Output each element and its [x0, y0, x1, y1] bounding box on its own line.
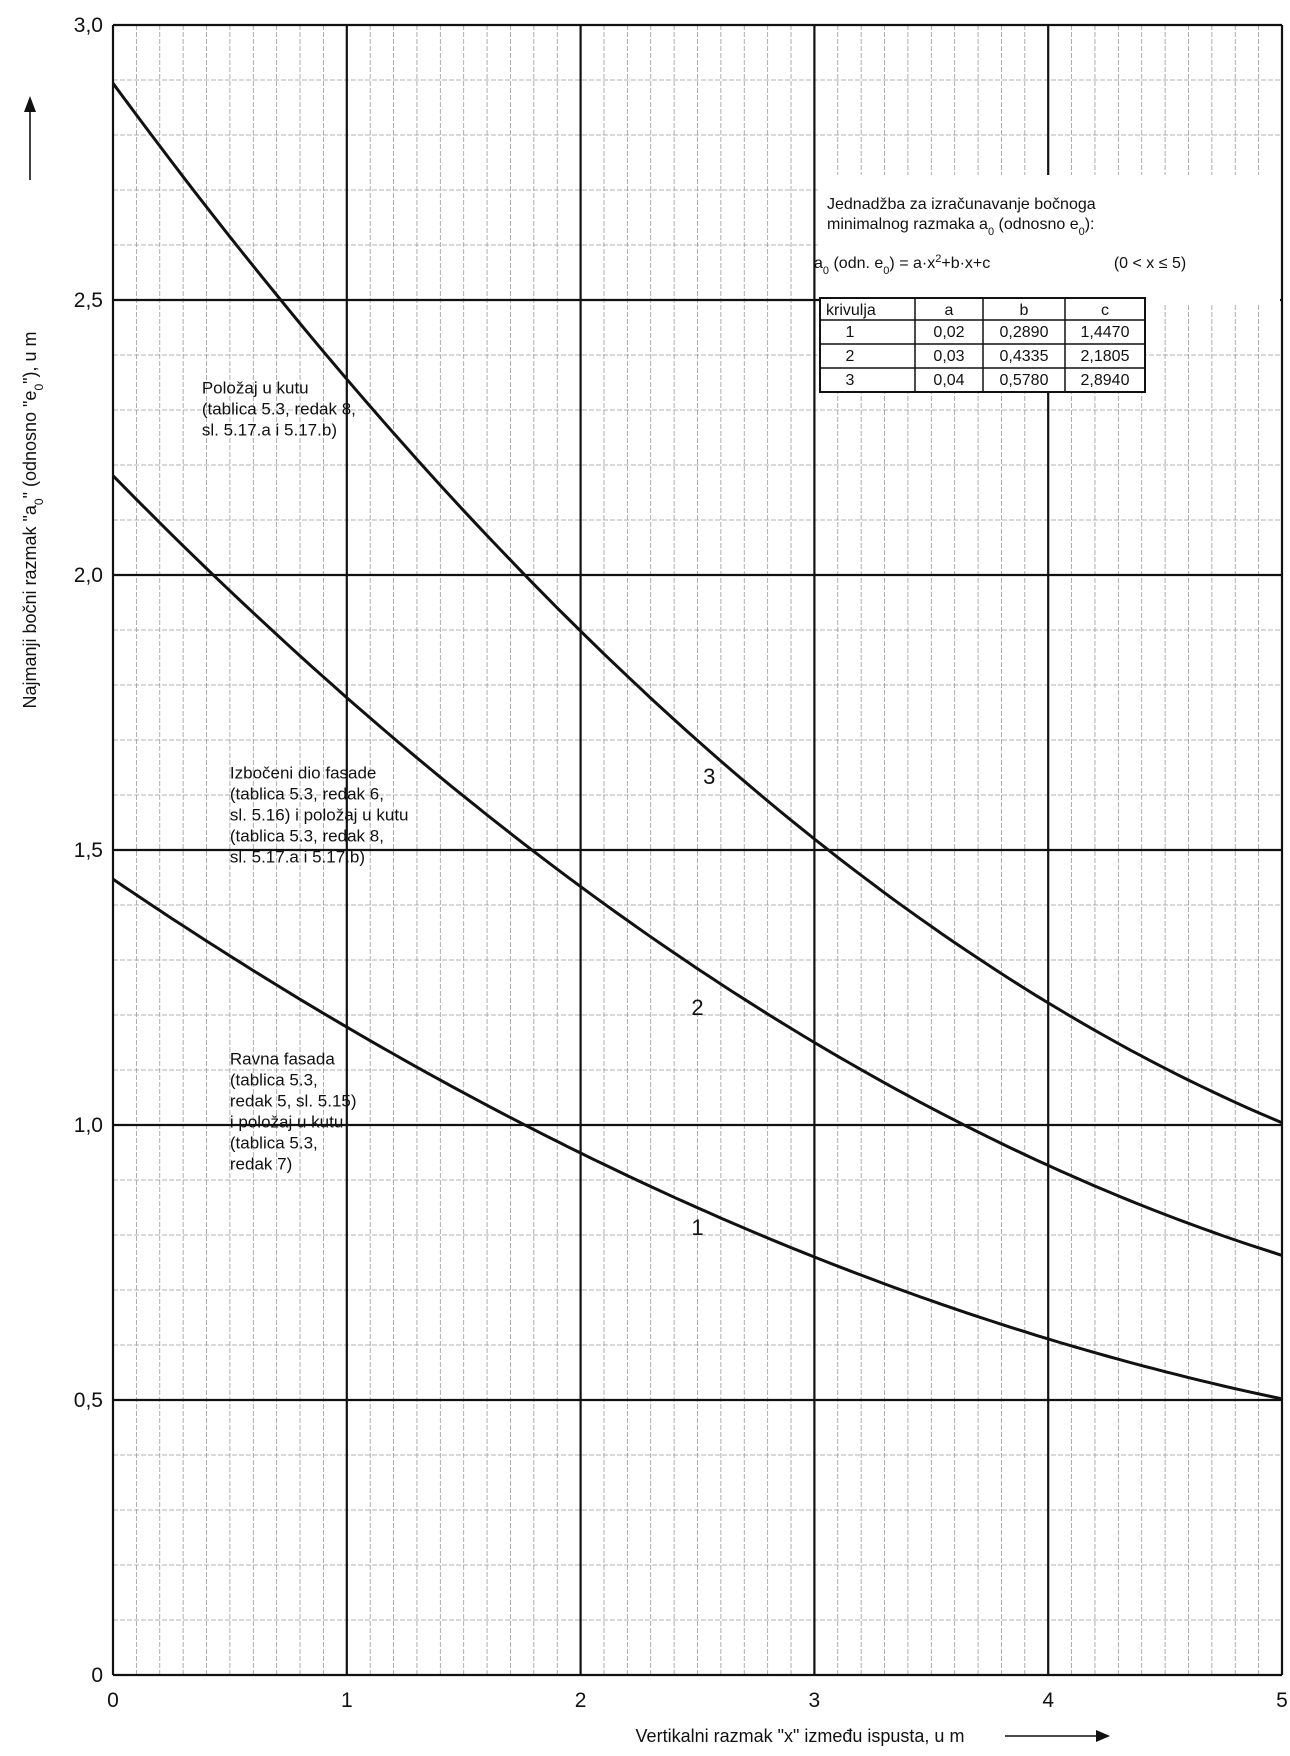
equation-range: (0 < x ≤ 5): [1114, 255, 1186, 272]
table-cell: 0,02: [933, 324, 964, 341]
table-header-cell: a: [945, 302, 954, 319]
table-cell: 2,8940: [1081, 372, 1130, 389]
y-tick-label: 3,0: [74, 14, 103, 37]
equation-bg: [820, 175, 1280, 305]
table-cell: 0,5780: [1000, 372, 1049, 389]
annotation-1: Položaj u kutu (tablica 5.3, redak 8, sl. …: [202, 379, 356, 440]
curve-3: [111, 82, 1283, 1125]
table-cell: 0,4335: [1000, 348, 1049, 365]
curve-label-2: 2: [691, 995, 703, 1020]
table-cell: 1: [846, 324, 855, 341]
x-tick-label: 3: [809, 1689, 821, 1712]
x-tick-label: 2: [575, 1689, 587, 1712]
table-cell: 3: [846, 372, 855, 389]
annotation-2: Izbočeni dio fasade (tablica 5.3, redak 6…: [230, 764, 409, 867]
equation-line-1: Jednadžba za izračunavanje bočnoga: [827, 196, 1096, 213]
x-axis-arrowhead: [1096, 1730, 1110, 1742]
curve-2: [111, 474, 1283, 1257]
x-axis-title: Vertikalni razmak "x" između ispusta, u …: [636, 1726, 965, 1746]
table-cell: 0,04: [933, 372, 964, 389]
table-cell: 2,1805: [1081, 348, 1130, 365]
equation-line-2: minimalnog razmaka a0 (odnosno e0):: [827, 216, 1095, 238]
y-tick-label: 1,0: [74, 1114, 103, 1137]
equation-formula: a0 (odn. e0) = a·x2+b·x+c: [814, 253, 990, 277]
table-cell: 0,2890: [1000, 324, 1049, 341]
equation-box: Jednadžba za izračunavanje bočnoga minima…: [814, 175, 1280, 393]
labels: Vertikalni razmak "x" između ispusta, u …: [20, 96, 1110, 1746]
tick-labels: 0 1 2 3 4 5 0 0,5 1,0 1,5 2,0 2,5 3,0: [74, 14, 1288, 1712]
table-header-cell: krivulja: [826, 302, 876, 319]
curve-label-1: 1: [691, 1215, 703, 1240]
x-tick-label: 0: [107, 1689, 119, 1712]
major-grid: [111, 23, 1284, 1677]
curve-1: [112, 877, 1283, 1401]
y-tick-label: 2,0: [74, 564, 103, 587]
table-header-cell: b: [1020, 302, 1029, 319]
y-tick-label: 2,5: [74, 289, 103, 312]
y-tick-label: 1,5: [74, 839, 103, 862]
table-cell: 0,03: [933, 348, 964, 365]
annotation-3: Ravna fasada (tablica 5.3, redak 5, sl. 5.…: [230, 1050, 357, 1174]
table-header-cell: c: [1101, 302, 1109, 319]
x-tick-label: 1: [341, 1689, 353, 1712]
y-axis-arrowhead: [24, 96, 36, 112]
annotations: Položaj u kutu (tablica 5.3, redak 8, sl. …: [202, 379, 409, 1174]
x-tick-label: 5: [1276, 1689, 1288, 1712]
curves: [111, 82, 1283, 1401]
table-cell: 2: [846, 348, 855, 365]
y-tick-label: 0,5: [74, 1389, 103, 1412]
table-cell: 1,4470: [1081, 324, 1130, 341]
y-tick-label: 0: [91, 1664, 103, 1687]
y-axis-title: Najmanji bočni razmak "a0" (odnosno "e0"…: [20, 331, 46, 708]
x-tick-label: 4: [1042, 1689, 1054, 1712]
curve-label-3: 3: [703, 764, 715, 789]
